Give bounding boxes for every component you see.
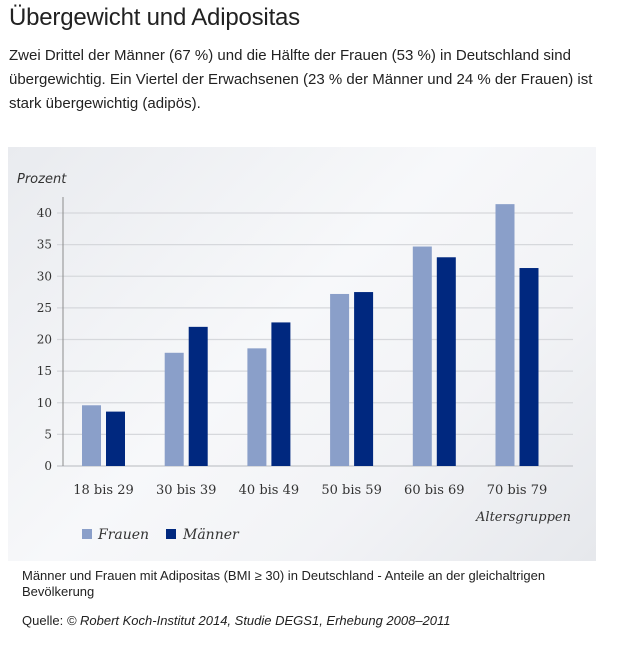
bar-maenner-3 [354,292,374,466]
legend-label-frauen: Frauen [97,527,149,543]
x-tick-label: 40 bis 49 [239,483,300,498]
bar-frauen-1 [164,352,184,466]
legend-swatch-maenner [166,529,176,539]
bar-maenner-4 [436,257,456,466]
y-tick-labels: 0 5 10 15 20 25 30 35 40 [37,206,52,473]
y-tick-label: 5 [44,427,52,441]
source-label: Quelle: [22,613,67,628]
legend: Frauen Männer [82,527,240,543]
page-title: Übergewicht und Adipositas [9,4,300,31]
y-tick-label: 10 [37,396,52,410]
bar-frauen-2 [247,348,267,466]
bar-maenner-1 [188,326,208,466]
y-tick-label: 30 [37,269,52,283]
figure-source: Quelle: © Robert Koch-Institut 2014, Stu… [22,613,451,628]
x-tick-label: 50 bis 59 [321,483,382,498]
x-tick-label: 18 bis 29 [73,483,134,498]
bar-frauen-4 [412,246,432,466]
y-axis-label: Prozent [17,172,67,187]
y-tick-label: 20 [37,333,52,347]
figure-caption: Männer und Frauen mit Adipositas (BMI ≥ … [22,568,546,599]
x-axis-label: Altersgruppen [475,510,571,525]
y-tick-label: 35 [37,238,52,252]
bar-chart: Prozent 0 5 10 15 20 25 30 35 40 18 bis 29 30 bis… [17,172,573,543]
intro-text: Zwei Drittel der Männer (67 %) und die H… [9,47,593,112]
chart-panel: Prozent 0 5 10 15 20 25 30 35 40 18 bis 29 30 bis… [8,147,596,561]
y-tick-label: 40 [37,206,52,220]
x-tick-label: 70 bis 79 [487,483,548,498]
gridlines [57,212,573,467]
bar-frauen-5 [495,204,515,466]
bars [82,204,539,466]
bar-maenner-5 [519,268,539,466]
y-tick-label: 15 [37,364,52,378]
source-text: © Robert Koch-Institut 2014, Studie DEGS… [66,613,451,628]
x-tick-labels: 18 bis 29 30 bis 39 40 bis 49 50 bis 59 60 b… [73,483,547,498]
x-tick-label: 30 bis 39 [156,483,217,498]
x-tick-label: 60 bis 69 [404,483,465,498]
legend-label-maenner: Männer [182,527,240,543]
bar-maenner-0 [106,411,125,466]
bar-frauen-0 [82,405,101,466]
y-tick-label: 0 [44,459,52,473]
bar-frauen-3 [330,293,350,466]
y-tick-label: 25 [37,301,52,315]
legend-swatch-frauen [82,529,92,539]
bar-maenner-2 [271,322,291,466]
